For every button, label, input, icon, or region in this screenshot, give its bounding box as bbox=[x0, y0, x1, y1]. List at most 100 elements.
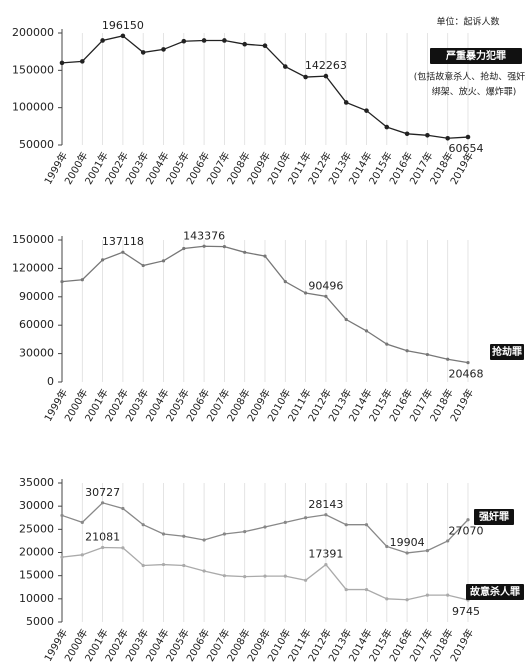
point bbox=[344, 317, 348, 322]
data-label: 19904 bbox=[390, 536, 425, 549]
point bbox=[344, 523, 348, 527]
point bbox=[80, 553, 84, 557]
y-tick-label: 25000 bbox=[19, 522, 54, 535]
point bbox=[201, 38, 207, 43]
data-label: 9745 bbox=[452, 605, 480, 618]
point bbox=[344, 587, 348, 592]
point bbox=[446, 357, 450, 361]
note: (包括故意杀人、抢劫、强奸、 bbox=[414, 71, 526, 83]
point bbox=[59, 60, 65, 66]
point bbox=[323, 73, 329, 79]
point bbox=[283, 64, 288, 69]
data-label: 30727 bbox=[85, 486, 120, 499]
data-label: 28143 bbox=[308, 498, 343, 511]
point bbox=[182, 246, 186, 251]
y-tick-label: 5000 bbox=[26, 615, 54, 628]
y-tick-label: 30000 bbox=[19, 499, 54, 512]
point bbox=[466, 518, 470, 522]
data-label: 196150 bbox=[102, 19, 144, 32]
point bbox=[385, 342, 389, 346]
point bbox=[425, 352, 429, 357]
point bbox=[161, 47, 166, 52]
point bbox=[466, 361, 470, 365]
point bbox=[465, 134, 471, 140]
y-tick-label: 150000 bbox=[12, 63, 54, 76]
point bbox=[405, 598, 409, 602]
data-label: 137118 bbox=[102, 235, 144, 248]
point bbox=[80, 520, 84, 524]
point bbox=[60, 513, 64, 518]
point bbox=[121, 506, 125, 511]
point bbox=[243, 530, 247, 534]
point bbox=[283, 280, 287, 284]
point bbox=[262, 43, 268, 48]
point bbox=[101, 501, 105, 505]
point bbox=[141, 523, 145, 527]
legend-box bbox=[474, 509, 514, 525]
point bbox=[405, 551, 409, 555]
point bbox=[283, 574, 287, 578]
point bbox=[446, 539, 450, 543]
point bbox=[364, 108, 369, 113]
point bbox=[304, 578, 308, 582]
point bbox=[60, 280, 64, 284]
point bbox=[161, 532, 166, 536]
point bbox=[100, 38, 105, 43]
data-label: 142263 bbox=[305, 59, 347, 72]
legend-box bbox=[490, 344, 524, 360]
y-tick-label: 200000 bbox=[12, 26, 54, 39]
point bbox=[222, 574, 226, 578]
y-tick-label: 15000 bbox=[19, 569, 54, 582]
y-tick-label: 90000 bbox=[19, 290, 54, 303]
data-label: 20468 bbox=[449, 368, 484, 381]
legend-label: 抢劫罪 bbox=[492, 345, 522, 358]
point bbox=[161, 259, 166, 263]
point bbox=[283, 520, 287, 524]
point bbox=[80, 278, 84, 282]
point bbox=[385, 544, 389, 549]
point bbox=[202, 244, 206, 248]
point bbox=[425, 593, 429, 597]
point bbox=[141, 563, 145, 568]
point bbox=[121, 546, 125, 550]
point bbox=[445, 135, 451, 141]
point bbox=[343, 100, 349, 105]
data-label: 143376 bbox=[183, 229, 225, 242]
y-tick-label: 30000 bbox=[19, 347, 54, 360]
point bbox=[404, 131, 410, 137]
point bbox=[101, 258, 105, 262]
point bbox=[222, 38, 227, 43]
point bbox=[446, 593, 450, 597]
point bbox=[121, 250, 125, 254]
point bbox=[263, 254, 267, 258]
data-label: 17391 bbox=[308, 548, 343, 561]
y-tick-label: 150000 bbox=[12, 233, 54, 246]
point bbox=[364, 329, 369, 333]
point bbox=[120, 33, 126, 39]
point bbox=[303, 74, 308, 80]
data-label: 60654 bbox=[449, 142, 484, 155]
point bbox=[384, 124, 390, 130]
point bbox=[202, 538, 206, 542]
point bbox=[243, 574, 247, 579]
y-tick-label: 50000 bbox=[19, 138, 54, 151]
point bbox=[243, 250, 247, 254]
y-tick-label: 120000 bbox=[12, 261, 54, 274]
unit-label: 单位：起诉人数 bbox=[436, 16, 499, 28]
point bbox=[222, 245, 226, 249]
point bbox=[242, 41, 247, 47]
point bbox=[141, 263, 145, 268]
point bbox=[263, 574, 267, 578]
point bbox=[202, 569, 206, 573]
point bbox=[101, 545, 105, 550]
y-tick-label: 35000 bbox=[19, 476, 54, 489]
legend-box bbox=[466, 584, 524, 600]
point bbox=[304, 516, 308, 520]
point bbox=[324, 562, 328, 567]
point bbox=[182, 563, 186, 568]
point bbox=[140, 50, 146, 55]
point bbox=[80, 59, 85, 64]
data-label: 90496 bbox=[308, 279, 343, 292]
y-tick-label: 0 bbox=[47, 375, 54, 388]
